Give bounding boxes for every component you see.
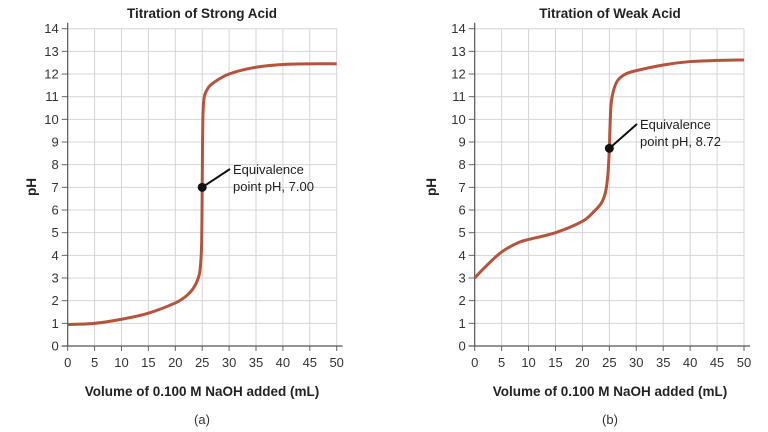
x-tick-label: 0 [471,355,478,370]
x-tick-label: 5 [91,355,98,370]
x-tick-label: 45 [710,355,724,370]
x-axis-label: Volume of 0.100 M NaOH added (mL) [493,384,728,399]
y-tick-label: 3 [458,271,465,286]
y-tick-label: 9 [51,135,58,150]
x-tick-label: 5 [498,355,505,370]
y-tick-label: 10 [44,112,58,127]
equivalence-point-marker [197,182,207,192]
annotation-line2: point pH, 7.00 [233,179,314,194]
titration-curve [473,58,745,280]
x-tick-label: 25 [195,355,209,370]
y-tick-label: 6 [458,203,465,218]
x-tick-label: 30 [222,355,236,370]
y-tick-label: 14 [451,21,465,36]
y-tick-label: 0 [51,339,58,354]
grid [61,22,343,351]
panel-label: (a) [194,412,210,427]
annotation-line1: Equivalence [640,117,711,132]
y-axis-label: pH [424,178,439,196]
x-tick-label: 15 [141,355,155,370]
y-tick-label: 5 [51,225,58,240]
y-tick-label: 5 [458,225,465,240]
y-tick-label: 1 [458,316,465,331]
x-tick-label: 45 [303,355,317,370]
x-tick-label: 50 [329,355,343,370]
x-tick-label: 10 [521,355,535,370]
y-tick-label: 8 [458,157,465,172]
grid [468,22,750,351]
y-tick-label: 6 [51,203,58,218]
y-tick-label: 12 [44,67,58,82]
x-tick-label: 0 [64,355,71,370]
y-tick-label: 10 [451,112,465,127]
chart-title: Titration of Strong Acid [127,6,277,21]
x-tick-label: 25 [602,355,616,370]
y-axis-label: pH [24,178,39,196]
x-tick-label: 15 [548,355,562,370]
y-tick-label: 3 [51,271,58,286]
y-tick-label: 11 [45,89,59,104]
y-tick-label: 11 [452,89,466,104]
chart-strong-acid: Titration of Strong Acid Volume of 0.100… [24,6,344,427]
y-tick-label: 12 [451,67,465,82]
y-tick-label: 4 [51,248,58,263]
y-tick-label: 1 [51,316,58,331]
annotation-line1: Equivalence [233,162,304,177]
panel-label: (b) [602,412,618,427]
y-tick-label: 7 [51,180,58,195]
y-tick-label: 7 [458,180,465,195]
y-tick-label: 0 [458,339,465,354]
y-tick-label: 8 [51,157,58,172]
y-tick-label: 14 [44,21,58,36]
annotation-leader [201,168,231,189]
equivalence-point-marker [604,143,614,153]
x-tick-label: 35 [656,355,670,370]
y-tick-label: 13 [451,44,465,59]
x-tick-label: 40 [683,355,697,370]
annotation-leader [608,123,638,150]
y-tick-label: 2 [458,293,465,308]
x-axis-label: Volume of 0.100 M NaOH added (mL) [85,384,320,399]
chart-title: Titration of Weak Acid [539,6,681,21]
y-tick-label: 13 [44,44,58,59]
x-tick-label: 50 [737,355,751,370]
annotation-line2: point pH, 8.72 [640,134,721,149]
x-tick-label: 35 [249,355,263,370]
y-tick-label: 4 [458,248,465,263]
x-tick-label: 20 [575,355,589,370]
x-tick-label: 40 [276,355,290,370]
chart-weak-acid: Titration of Weak Acid Volume of 0.100 M… [424,6,751,427]
x-tick-label: 30 [629,355,643,370]
y-tick-label: 9 [458,135,465,150]
x-tick-label: 20 [168,355,182,370]
x-tick-label: 10 [114,355,128,370]
y-tick-label: 2 [51,293,58,308]
